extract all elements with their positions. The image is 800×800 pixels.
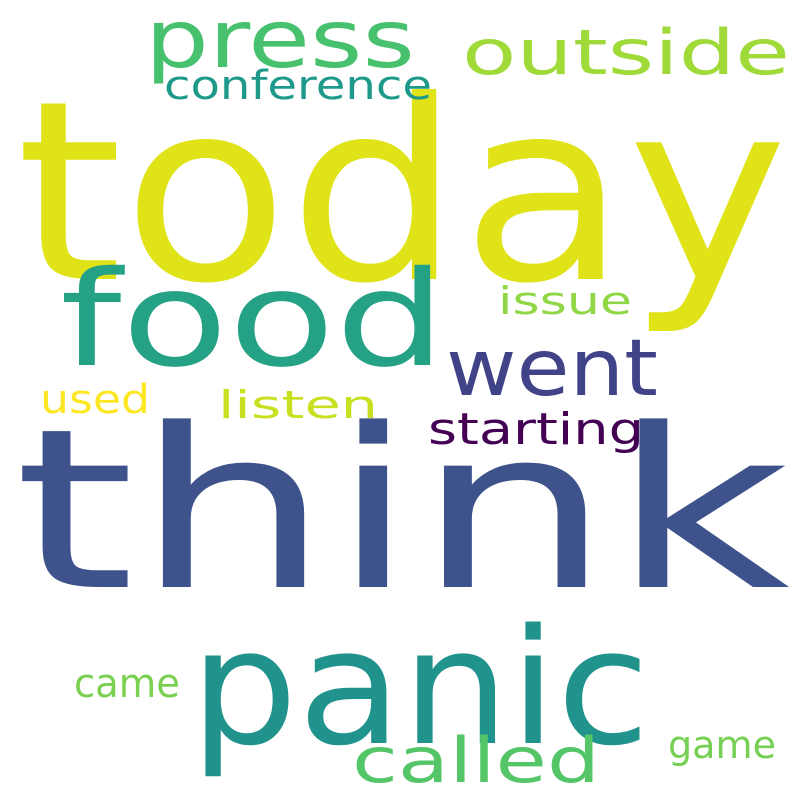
word-starting: starting <box>428 404 644 455</box>
word-today: today <box>16 47 788 338</box>
word-game: game <box>668 723 776 767</box>
word-called: called <box>352 724 600 797</box>
word-food: food <box>60 243 446 397</box>
word-press: press <box>145 0 415 86</box>
word-panic: panic <box>190 594 650 781</box>
word-listen: listen <box>218 383 378 427</box>
word-came: came <box>74 661 180 707</box>
word-went: went <box>446 324 658 414</box>
word-conference: conference <box>164 63 432 109</box>
word-issue: issue <box>498 279 632 323</box>
word-used: used <box>40 377 150 423</box>
word-think: think <box>14 382 790 640</box>
word-outside: outside <box>462 16 790 89</box>
